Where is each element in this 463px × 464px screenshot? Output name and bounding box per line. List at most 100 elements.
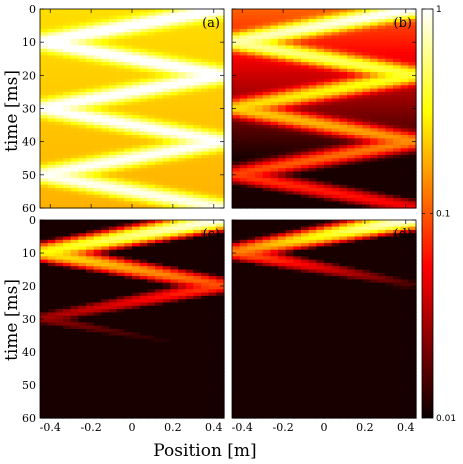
heat-cell (316, 131, 325, 136)
heat-cell (132, 198, 141, 202)
heat-cell (216, 95, 225, 100)
heat-cell (285, 48, 294, 53)
heat-cell (147, 55, 156, 60)
heat-cell (124, 272, 133, 277)
heat-cell (239, 236, 248, 241)
heat-cell (170, 302, 179, 307)
heat-cell (63, 62, 72, 66)
heat-cell (301, 204, 310, 209)
heat-cell (377, 68, 386, 73)
heat-cell (232, 184, 241, 189)
heat-cell (101, 279, 110, 284)
heat-cell (139, 81, 148, 86)
heat-cell (55, 72, 64, 76)
heat-cell (216, 171, 225, 176)
heat-cell (377, 58, 386, 63)
heat-cell (377, 98, 386, 103)
heat-cell (78, 52, 87, 57)
heat-cell (301, 239, 310, 244)
heat-cell (301, 144, 310, 149)
heat-cell (347, 223, 356, 228)
heat-cell (354, 48, 363, 53)
heat-cell (301, 121, 310, 126)
heat-cell (86, 411, 95, 416)
heat-cell (339, 98, 348, 103)
heat-cell (116, 398, 125, 403)
heat-cell (393, 220, 402, 224)
heat-cell (139, 385, 148, 389)
heat-cell (147, 289, 156, 294)
heat-cell (285, 28, 294, 33)
heat-cell (47, 233, 56, 238)
heat-cell (385, 249, 394, 254)
heat-cell (393, 85, 402, 90)
heat-cell (109, 35, 118, 40)
heat-cell (339, 269, 348, 274)
heat-cell (347, 32, 356, 37)
heat-cell (385, 48, 394, 53)
heat-cell (109, 158, 118, 163)
heat-cell (193, 28, 202, 33)
heat-cell (93, 15, 102, 20)
heat-cell (324, 55, 333, 60)
heat-cell (193, 131, 202, 136)
heat-cell (139, 286, 148, 290)
heat-cell (262, 131, 271, 136)
heat-cell (40, 243, 49, 247)
heat-cell (377, 233, 386, 238)
heat-cell (308, 148, 317, 153)
heat-cell (162, 236, 171, 241)
heat-cell (40, 342, 49, 346)
heat-cell (116, 15, 125, 20)
heat-cell (124, 309, 133, 313)
heat-cell (116, 371, 125, 376)
heat-cell (70, 312, 79, 317)
heat-cell (201, 161, 210, 166)
heat-cell (408, 256, 417, 261)
heat-cell (93, 292, 102, 297)
heat-cell (101, 111, 110, 116)
heat-cell (316, 128, 325, 133)
heat-cell (132, 78, 141, 83)
heat-cell (55, 42, 64, 47)
heat-cell (155, 158, 164, 163)
heat-cell (270, 135, 279, 139)
heat-cell (255, 276, 264, 280)
heat-cell (185, 28, 194, 33)
heat-cell (109, 121, 118, 126)
heat-cell (132, 371, 141, 376)
heat-cell (324, 38, 333, 43)
heat-cell (293, 262, 302, 267)
heat-cell (216, 358, 225, 363)
heat-cell (201, 229, 210, 234)
heat-cell (101, 220, 110, 224)
heat-cell (47, 404, 56, 409)
heat-cell (385, 292, 394, 297)
heat-cell (301, 191, 310, 196)
heat-cell (400, 101, 409, 106)
heat-cell (262, 184, 271, 189)
heat-cell (201, 194, 210, 199)
heat-cell (393, 42, 402, 47)
heat-cell (86, 365, 95, 370)
heat-cell (408, 233, 417, 238)
heat-cell (324, 148, 333, 153)
heat-cell (400, 174, 409, 179)
heat-cell (370, 239, 379, 244)
heat-cell (362, 118, 371, 123)
heat-cell (47, 299, 56, 304)
heat-cell (232, 115, 241, 120)
heat-cell (216, 115, 225, 120)
heat-cell (293, 81, 302, 86)
heat-cell (201, 401, 210, 406)
heat-cell (385, 188, 394, 193)
heat-cell (354, 35, 363, 40)
heat-cell (124, 315, 133, 320)
heat-cell (301, 201, 310, 206)
heat-cell (162, 125, 171, 129)
heat-cell (147, 378, 156, 383)
heat-cell (93, 408, 102, 412)
heat-cell (216, 12, 225, 17)
heat-cell (408, 201, 417, 206)
heat-cell (216, 229, 225, 234)
